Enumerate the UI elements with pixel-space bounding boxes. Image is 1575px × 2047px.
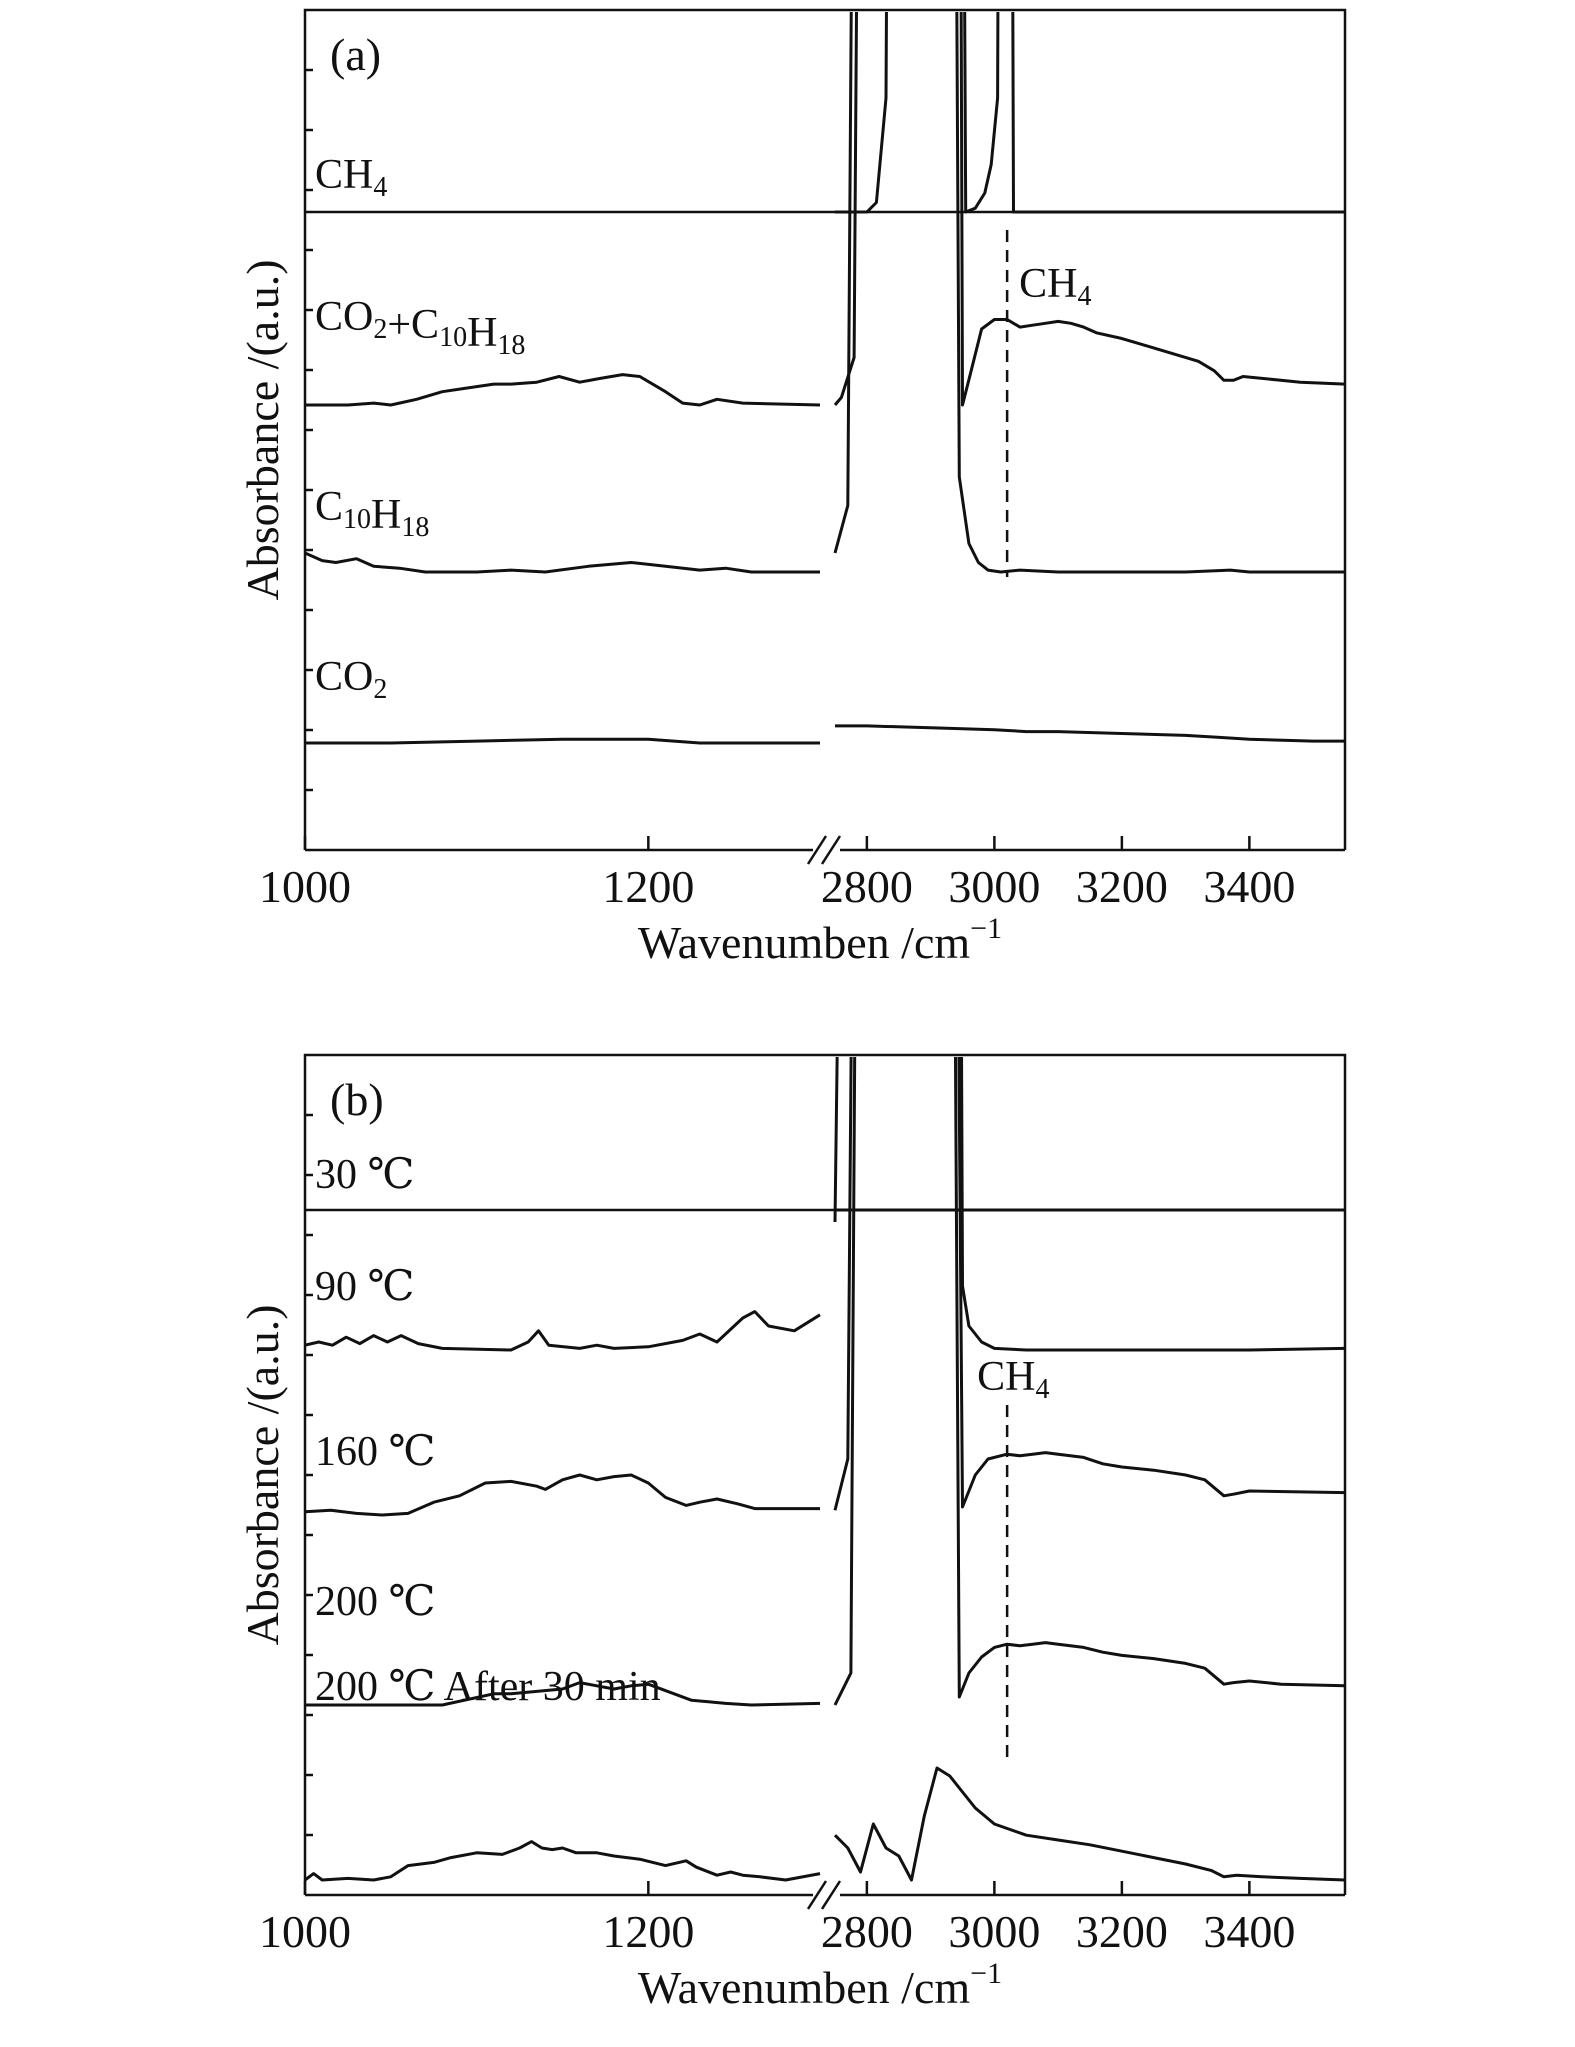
x-tick-label: 2800 — [821, 861, 913, 912]
series-line — [305, 551, 820, 574]
series-line — [305, 1473, 820, 1517]
series-line — [833, 12, 1345, 407]
x-tick-label: 3000 — [948, 1906, 1040, 1957]
series-line — [305, 373, 821, 407]
panel-a: 1000 1200 2800 3000 3200 3400 Wavenumben /cm−1… — [237, 8, 1347, 968]
series-label: 90 ℃ — [315, 1264, 414, 1310]
x-tick-label: 3400 — [1203, 861, 1295, 912]
y-axis-label: Absorbance /(a.u.) — [237, 1304, 288, 1645]
series-line — [835, 724, 1345, 743]
panel-label: (a) — [330, 29, 381, 80]
x-tick-label: 3000 — [948, 861, 1040, 912]
x-tick-label: 1000 — [259, 861, 351, 912]
x-tick-label: 1200 — [602, 1906, 694, 1957]
x-axis-label: Wavenumben /cm−1 — [638, 912, 1002, 968]
axis-break-mark — [806, 835, 828, 865]
x-tick-label: 2800 — [821, 1906, 913, 1957]
ch4-annotation: CH4 — [977, 1354, 1049, 1405]
series-label: 200 ℃ — [315, 1579, 435, 1625]
axis-break-mark — [806, 1880, 828, 1910]
plot-frame — [303, 8, 1347, 850]
series-line — [835, 12, 1345, 214]
series-label: CH4 — [315, 152, 387, 203]
series-line — [833, 1057, 1345, 1511]
series-label: 200 ℃ After 30 min — [315, 1664, 661, 1710]
y-axis-label: Absorbance /(a.u.) — [237, 259, 288, 600]
series-label: 160 ℃ — [315, 1429, 435, 1475]
series-line — [305, 1840, 821, 1882]
series-label: CO2+C10H18 — [315, 294, 525, 361]
ch4-annotation: CH4 — [1019, 261, 1091, 312]
series-line — [833, 12, 1345, 574]
series-line — [305, 737, 820, 745]
x-tick-label: 3200 — [1076, 1906, 1168, 1957]
series-label: 30 ℃ — [315, 1152, 414, 1198]
series-line — [833, 1057, 1345, 1706]
series-line — [833, 1766, 1345, 1882]
series-line — [305, 1681, 821, 1707]
series-line — [305, 1310, 821, 1352]
panel-label: (b) — [330, 1074, 384, 1125]
x-tick-label: 1000 — [259, 1906, 351, 1957]
series-label: C10H18 — [315, 484, 429, 543]
series-line — [833, 1057, 1345, 1352]
x-tick-label: 3200 — [1076, 861, 1168, 912]
axis-break-mark — [820, 835, 842, 865]
series-label: CO2 — [315, 654, 387, 705]
x-tick-label: 3400 — [1203, 1906, 1295, 1957]
panel-b: 1000 1200 2800 3000 3200 3400 Wavenumben /cm−1… — [237, 1053, 1347, 2013]
axis-break-mark — [820, 1880, 842, 1910]
x-tick-label: 1200 — [602, 861, 694, 912]
x-axis-label: Wavenumben /cm−1 — [638, 1957, 1002, 2013]
